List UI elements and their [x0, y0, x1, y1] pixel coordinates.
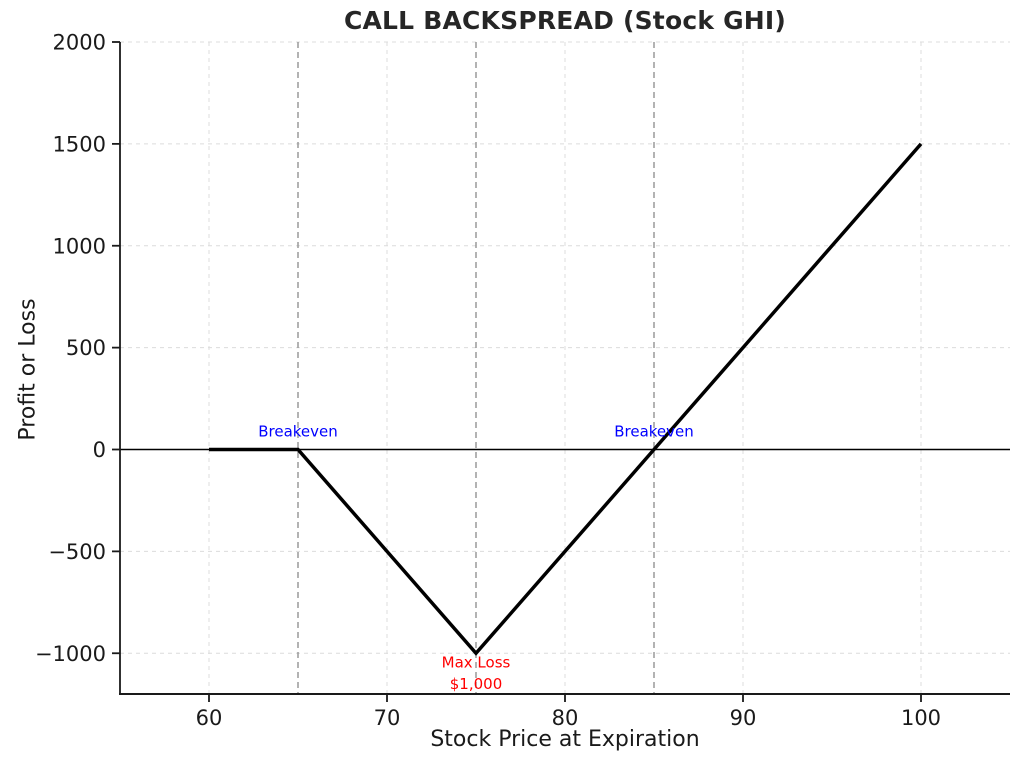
y-tick-label: −500: [48, 540, 106, 564]
y-tick-label: 500: [66, 336, 106, 360]
x-axis-label: Stock Price at Expiration: [430, 727, 700, 752]
y-tick-label: 2000: [53, 31, 106, 55]
x-axis-ticks: 60 70 80 90 100: [196, 694, 941, 730]
x-tick-label: 90: [730, 706, 757, 730]
y-tick-label: 1000: [53, 234, 106, 258]
annotation-breakeven-lower: Breakeven: [258, 423, 338, 441]
y-tick-label: 0: [93, 438, 106, 462]
x-tick-label: 100: [901, 706, 941, 730]
annotation-max-loss-line1: Max Loss: [442, 653, 511, 671]
annotation-max-loss-line2: $1,000: [450, 675, 503, 693]
x-tick-label: 80: [552, 706, 579, 730]
y-axis-ticks: −1000 −500 0 500 1000 1500 2000: [35, 31, 120, 666]
strike-reference-lines: [297, 42, 655, 694]
y-tick-label: −1000: [35, 642, 106, 666]
grid-lines: [120, 41, 1010, 694]
chart-title: CALL BACKSPREAD (Stock GHI): [343, 6, 787, 35]
payoff-line-payoff: [209, 142, 923, 656]
x-tick-label: 70: [374, 706, 401, 730]
x-tick-label: 60: [196, 706, 223, 730]
annotations: Breakeven Breakeven Max Loss $1,000: [258, 423, 694, 693]
annotation-breakeven-upper: Breakeven: [614, 423, 694, 441]
y-tick-label: 1500: [53, 132, 106, 156]
